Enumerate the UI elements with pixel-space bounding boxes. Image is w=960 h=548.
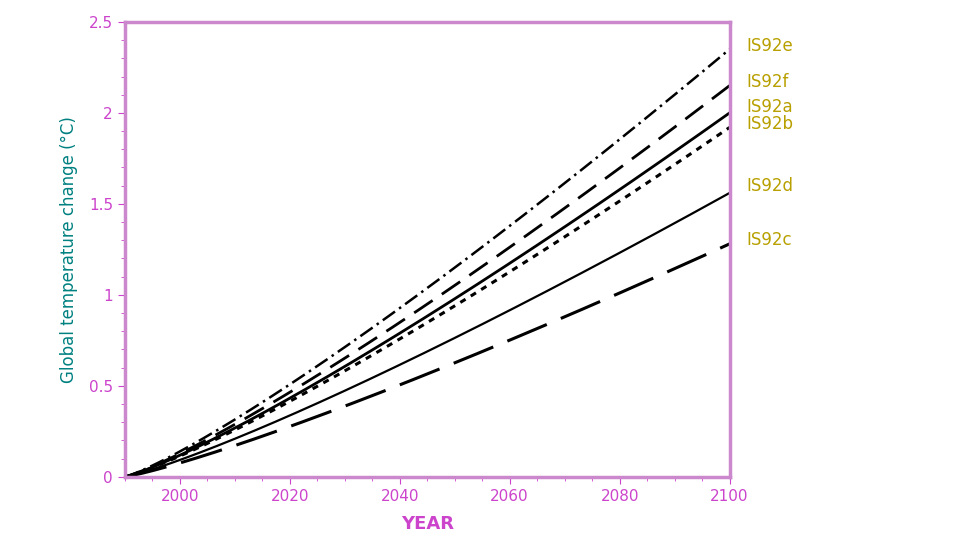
- Y-axis label: Global temperature change (°C): Global temperature change (°C): [60, 116, 78, 383]
- Text: IS92b: IS92b: [746, 115, 793, 133]
- Text: IS92e: IS92e: [746, 37, 793, 55]
- Text: IS92d: IS92d: [746, 176, 793, 195]
- Text: IS92a: IS92a: [746, 99, 793, 116]
- Text: IS92f: IS92f: [746, 73, 788, 91]
- X-axis label: YEAR: YEAR: [400, 515, 454, 533]
- Text: IS92c: IS92c: [746, 231, 792, 249]
